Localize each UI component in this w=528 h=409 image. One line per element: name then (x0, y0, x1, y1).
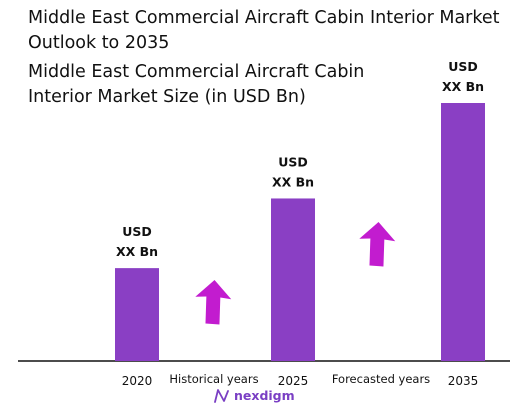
period-label: Historical years (169, 372, 258, 386)
chart-title: Middle East Commercial Aircraft Cabin In… (28, 8, 500, 53)
nexdigm-logo-icon (214, 388, 229, 403)
period-label: Forecasted years (332, 372, 430, 386)
x-tick-label: 2020 (122, 374, 153, 388)
data-label: USD XX Bn (272, 154, 314, 189)
bar (441, 103, 485, 361)
growth-arrow-icon (195, 280, 232, 325)
x-tick-label: 2025 (278, 374, 309, 388)
bar (271, 198, 315, 361)
data-label: USD XX Bn (116, 224, 158, 259)
bar (115, 268, 159, 361)
chart-subtitle: Middle East Commercial Aircraft Cabin In… (28, 62, 365, 107)
brand-logo: nexdigm (214, 388, 295, 403)
data-label: USD XX Bn (442, 59, 484, 94)
x-tick-label: 2035 (448, 374, 479, 388)
growth-arrow-icon (359, 222, 396, 267)
brand-name: nexdigm (234, 388, 295, 403)
